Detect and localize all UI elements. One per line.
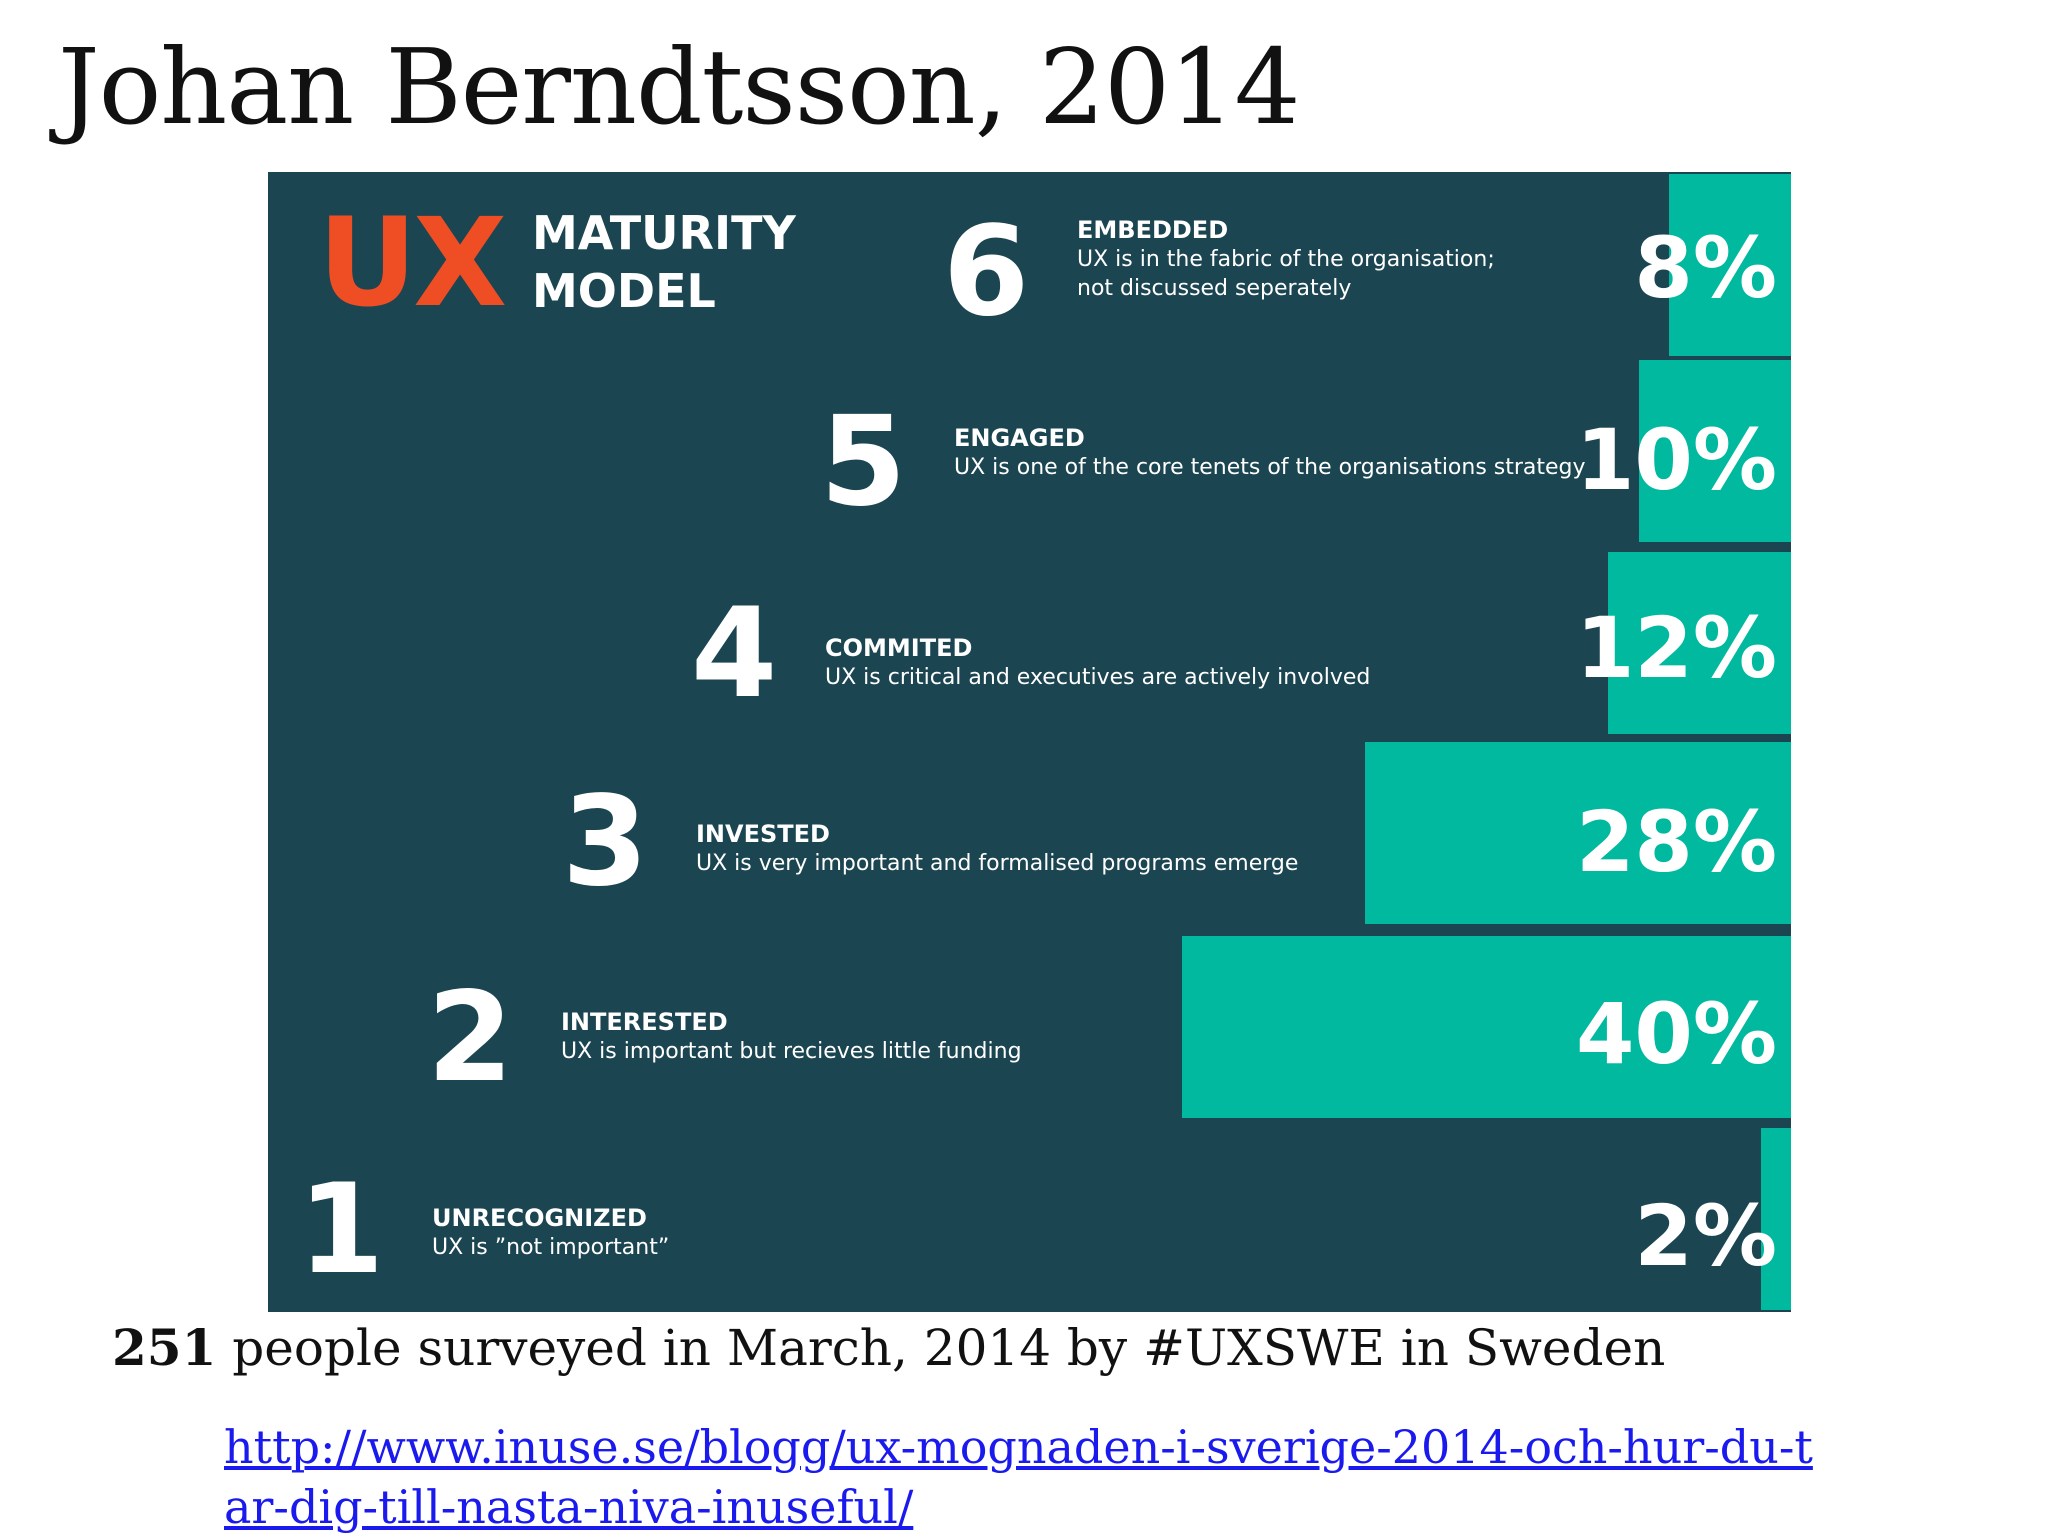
level-number-2: 2 [427,966,514,1110]
logo-model-text: MODEL [532,264,716,318]
level-description-6: UX is in the fabric of the organisation; [1077,247,1495,272]
bar-level-2 [1182,936,1791,1118]
bar-level-4 [1608,552,1791,734]
ux-maturity-infographic: UX MATURITY MODEL 6 EMBEDDED UX is in the … [268,172,1791,1312]
level-description-6: not discussed seperately [1077,276,1352,301]
level-description-1: UX is ”not important” [432,1235,670,1260]
percent-label-1: 2% [1634,1187,1777,1285]
percent-label-5: 10% [1575,411,1777,509]
level-number-4: 4 [691,582,778,726]
bar-level-5 [1639,360,1791,542]
bar-level-1 [1761,1128,1791,1310]
level-number-5: 5 [820,390,907,534]
bar-level-6 [1669,174,1791,356]
source-link[interactable]: http://www.inuse.se/blogg/ux-mognaden-i-… [224,1420,1813,1534]
level-name-2: INTERESTED [561,1008,728,1036]
level-name-4: COMMITED [825,634,973,662]
percent-label-6: 8% [1634,219,1777,317]
logo-maturity-text: MATURITY [532,206,796,260]
bar-level-3 [1365,742,1791,924]
level-name-3: INVESTED [696,820,830,848]
percent-label-4: 12% [1575,599,1777,697]
survey-note: 251 people surveyed in March, 2014 by #U… [112,1318,1665,1377]
percent-label-2: 40% [1575,985,1777,1083]
survey-count: 251 [112,1318,217,1377]
level-name-1: UNRECOGNIZED [432,1204,647,1232]
survey-text: people surveyed in March, 2014 by #UXSWE… [232,1319,1666,1377]
level-number-6: 6 [943,200,1030,344]
level-description-3: UX is very important and formalised prog… [696,851,1299,876]
level-number-3: 3 [562,770,649,914]
level-description-5: UX is one of the core tenets of the orga… [954,455,1586,480]
percent-label-3: 28% [1575,793,1777,891]
level-description-4: UX is critical and executives are active… [825,665,1371,690]
level-name-5: ENGAGED [954,424,1085,452]
level-name-6: EMBEDDED [1077,216,1229,244]
slide-title: Johan Berndtsson, 2014 [58,26,1300,148]
level-number-1: 1 [298,1158,385,1302]
level-description-2: UX is important but recieves little fund… [561,1039,1022,1064]
ux-logo: UX [318,192,507,334]
